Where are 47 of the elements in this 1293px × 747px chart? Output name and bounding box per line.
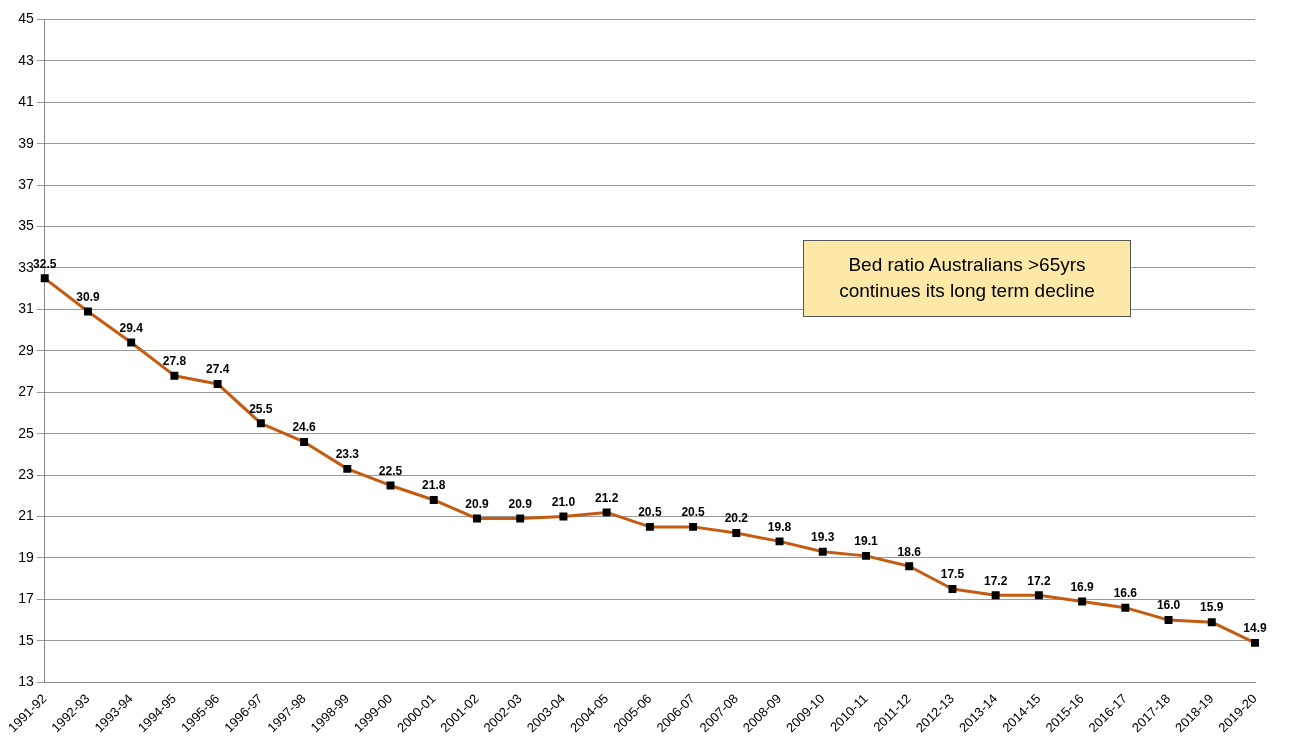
y-tick-label: 37 <box>18 175 34 192</box>
data-label: 16.6 <box>1113 585 1138 600</box>
data-label: 17.5 <box>940 567 965 582</box>
y-tick-label: 35 <box>18 217 34 234</box>
data-label: 20.5 <box>638 505 662 520</box>
y-tick-label: 33 <box>18 258 34 275</box>
data-label: 19.1 <box>854 534 878 549</box>
data-label: 21.0 <box>551 494 576 509</box>
data-label: 27.4 <box>205 362 230 377</box>
data-label: 18.6 <box>897 544 922 559</box>
data-label: 20.9 <box>465 496 489 511</box>
data-label: 24.6 <box>292 420 317 435</box>
data-label: 32.5 <box>33 256 57 271</box>
y-tick-label: 29 <box>18 341 34 358</box>
y-tick-label: 39 <box>18 134 34 151</box>
y-tick-label: 13 <box>18 673 34 690</box>
data-label: 17.2 <box>983 573 1008 588</box>
data-label: 19.3 <box>811 530 835 545</box>
y-tick-label: 23 <box>18 465 34 482</box>
y-tick-label: 31 <box>18 300 34 317</box>
y-tick-label: 45 <box>18 10 34 27</box>
y-tick-label: 25 <box>18 424 34 441</box>
data-label: 29.4 <box>119 320 144 335</box>
data-label: 17.2 <box>1027 573 1051 588</box>
y-tick-label: 43 <box>18 51 34 68</box>
data-label: 19.8 <box>767 519 792 534</box>
data-label: 21.2 <box>594 490 619 505</box>
y-tick-label: 19 <box>18 548 34 565</box>
data-label: 22.5 <box>378 463 403 478</box>
data-label: 25.5 <box>249 401 273 416</box>
data-label: 16.9 <box>1070 579 1095 594</box>
data-label: 20.9 <box>508 496 533 511</box>
y-tick-label: 41 <box>18 93 34 110</box>
data-label: 30.9 <box>76 289 100 304</box>
annotation: Bed ratio Australians >65yrs continues its long term decline <box>838 253 1096 303</box>
data-label: 20.5 <box>681 505 706 520</box>
data-label: 27.8 <box>162 353 187 368</box>
data-label: 21.8 <box>422 478 446 493</box>
data-label: 16.0 <box>1156 598 1181 613</box>
data-label: 15.9 <box>1200 600 1224 615</box>
y-tick-label: 27 <box>18 383 34 400</box>
y-tick-label: 15 <box>18 631 34 648</box>
data-label: 20.2 <box>724 511 749 526</box>
y-tick-label: 21 <box>18 507 34 524</box>
y-tick-label: 17 <box>18 590 34 607</box>
data-label: 14.9 <box>1243 621 1267 636</box>
data-label: 23.3 <box>335 447 360 462</box>
